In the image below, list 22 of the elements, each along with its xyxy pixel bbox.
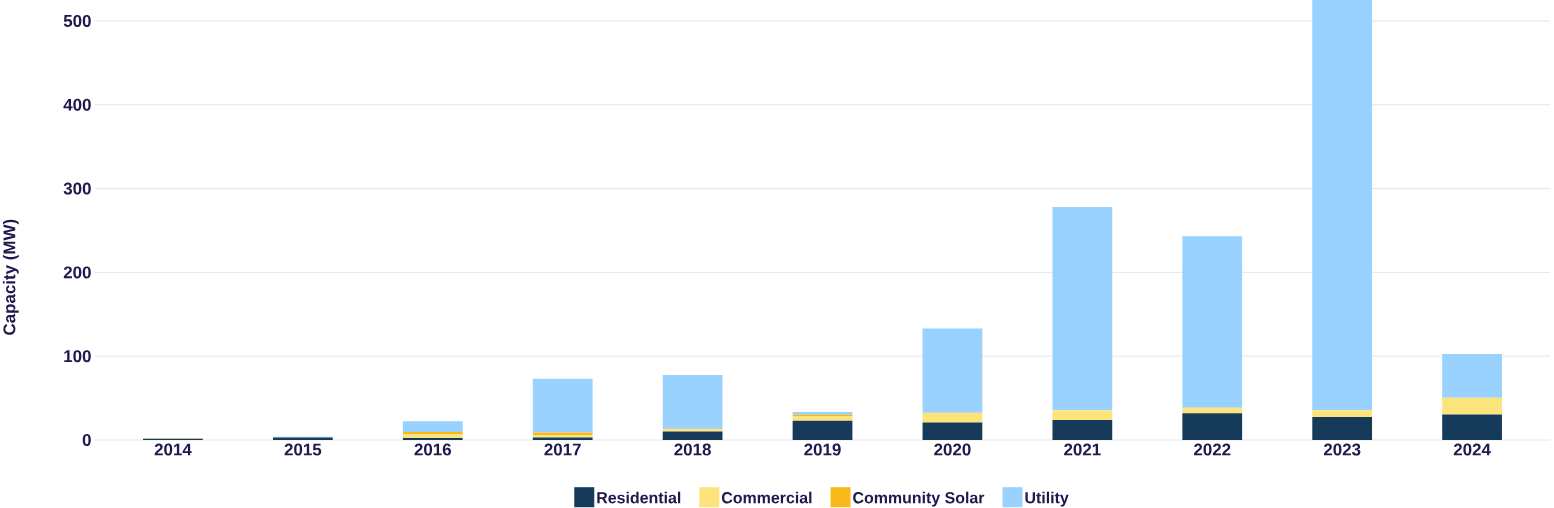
x-tick-label: 2015 [284, 443, 322, 456]
y-axis-title: Capacity (MW) [2, 219, 19, 335]
x-tick-label: 2020 [934, 443, 971, 456]
y-tick-label: 500 [63, 14, 91, 27]
x-tick-label: 2019 [804, 443, 841, 456]
x-tick-label: 2016 [414, 443, 451, 456]
x-tick-label: 2022 [1194, 443, 1231, 456]
x-tick-label: 2021 [1064, 443, 1101, 456]
x-tick-label: 2018 [674, 443, 711, 456]
y-tick-label: 400 [63, 98, 91, 111]
legend-label: Residential [597, 491, 681, 504]
y-tick-label: 0 [82, 434, 91, 446]
y-tick-label: 300 [63, 182, 91, 195]
x-tick-label: 2023 [1323, 443, 1361, 456]
x-tick-label: 2024 [1453, 443, 1491, 456]
y-tick-label: 200 [63, 266, 91, 279]
legend-label: Community Solar [853, 491, 985, 507]
legend-label: Commercial [721, 491, 812, 504]
x-tick-label: 2014 [154, 443, 192, 456]
y-tick-label: 100 [64, 350, 91, 363]
x-tick-label: 2017 [544, 443, 581, 456]
legend-label: Utility [1025, 491, 1069, 507]
